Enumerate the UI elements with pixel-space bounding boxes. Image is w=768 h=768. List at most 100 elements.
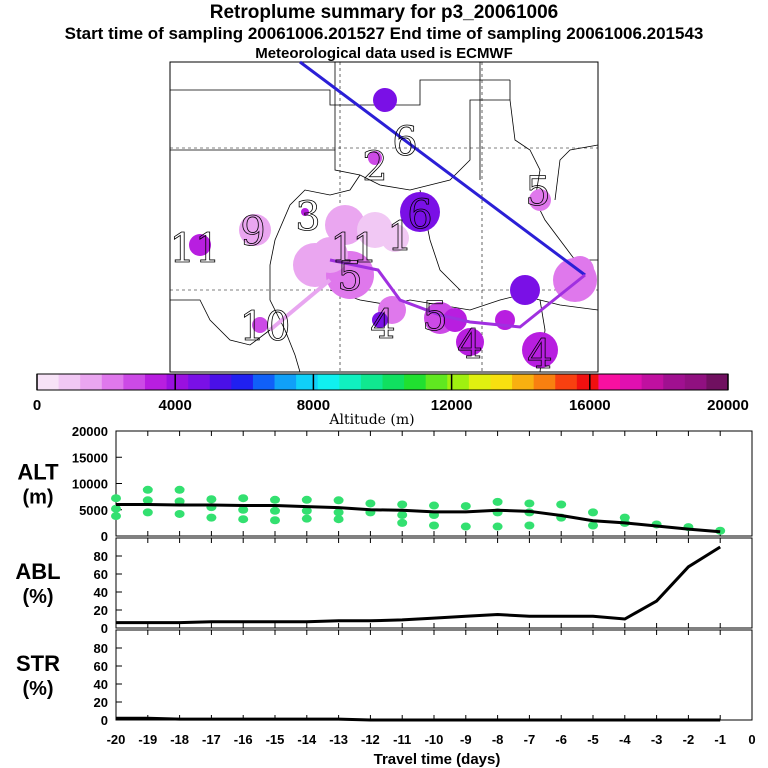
alt-spread-point bbox=[460, 502, 471, 511]
colorbar bbox=[36, 373, 729, 391]
alt-spread-point bbox=[238, 515, 249, 524]
colorbar-tick-label: 4000 bbox=[159, 397, 192, 414]
y-tick-label: 60 bbox=[94, 659, 108, 674]
x-tick-label: -5 bbox=[587, 732, 599, 747]
alt-spread-point bbox=[588, 521, 598, 530]
colorbar-segment bbox=[231, 374, 254, 390]
plume-label: 10 bbox=[240, 304, 291, 350]
y-tick-label: 60 bbox=[94, 567, 108, 582]
plume-label: 1 bbox=[387, 214, 412, 260]
chart-title: Retroplume summary for p3_20061006 bbox=[209, 2, 559, 23]
x-tick-label: -4 bbox=[619, 732, 631, 747]
alt-spread-point bbox=[111, 494, 121, 503]
alt-spread-point bbox=[333, 496, 344, 505]
alt-spread-point bbox=[270, 495, 280, 504]
plume-label: 3 bbox=[295, 194, 320, 240]
met-data-note: Meteorological data used is ECMWF bbox=[255, 45, 513, 62]
plume-circle bbox=[239, 214, 271, 246]
plume-label: 9 bbox=[240, 209, 265, 255]
y-tick-label: 40 bbox=[94, 585, 108, 600]
panel-frame bbox=[115, 537, 753, 629]
colorbar-segment bbox=[576, 374, 599, 390]
x-tick-label: -18 bbox=[170, 732, 189, 747]
colorbar-segment bbox=[339, 374, 362, 390]
colorbar-segment bbox=[123, 374, 146, 390]
plume-label: 11 bbox=[170, 226, 221, 272]
plume-circle bbox=[529, 189, 551, 211]
x-tick-label: -14 bbox=[297, 732, 317, 747]
trajectory-line-purple bbox=[329, 258, 586, 329]
plume-label: 4 bbox=[527, 332, 552, 378]
panel-frame bbox=[115, 629, 753, 721]
x-tick-label: -1 bbox=[714, 732, 726, 747]
x-tick-label: -9 bbox=[460, 732, 472, 747]
plume-circle bbox=[252, 317, 268, 333]
alt-spread-point bbox=[301, 514, 312, 523]
plume-circle bbox=[312, 237, 348, 273]
colorbar-segment bbox=[252, 374, 276, 390]
colorbar-segment bbox=[58, 374, 81, 390]
plume-circle bbox=[189, 234, 211, 256]
plume-label: 5 bbox=[422, 294, 447, 340]
colorbar-tick-label: 0 bbox=[33, 397, 41, 414]
colorbar-segment bbox=[512, 374, 535, 390]
colorbar-ticks: 0 4000 8000 12000 16000 20000 bbox=[33, 374, 749, 414]
panel-ylabel: STR bbox=[16, 651, 60, 676]
colorbar-label: Altitude (m) bbox=[328, 412, 414, 428]
alt-spread-point bbox=[301, 495, 312, 504]
x-tick-label: -11 bbox=[393, 732, 411, 747]
panel-str: 0 20 40 60 80 STR(%) bbox=[16, 629, 753, 728]
alt-spread-point bbox=[397, 518, 408, 527]
plume-label: 5 bbox=[525, 169, 550, 215]
alt-spread-point bbox=[492, 522, 503, 531]
x-tick-label: -13 bbox=[329, 732, 348, 747]
y-tick-label: 10000 bbox=[72, 477, 108, 492]
x-tick-label: -8 bbox=[492, 732, 504, 747]
x-tick-label: -12 bbox=[361, 732, 380, 747]
series-line-alt bbox=[116, 503, 721, 534]
plume-label: 4 bbox=[370, 302, 395, 348]
x-tick-label: 0 bbox=[748, 732, 755, 747]
colorbar-segment bbox=[80, 374, 103, 390]
colorbar-segment bbox=[296, 374, 319, 390]
panel-ylabel: ALT bbox=[17, 460, 59, 485]
sampling-times: Start time of sampling 20061006.201527 E… bbox=[64, 24, 704, 43]
colorbar-tick-label: 8000 bbox=[297, 397, 330, 414]
x-tick-label: -16 bbox=[234, 732, 253, 747]
alt-spread-point bbox=[556, 500, 567, 509]
plume-circle bbox=[372, 312, 388, 328]
x-tick-label: -17 bbox=[202, 732, 221, 747]
y-tick-label: 80 bbox=[94, 641, 108, 656]
alt-spread-point bbox=[397, 511, 408, 519]
y-tick-label: 40 bbox=[94, 677, 108, 692]
alt-spread-point bbox=[174, 485, 185, 494]
colorbar-segment bbox=[274, 374, 297, 390]
alt-spread-point bbox=[111, 512, 121, 521]
colorbar-segment bbox=[533, 374, 556, 390]
y-tick-label: 0 bbox=[101, 713, 108, 728]
alt-spread-point bbox=[524, 521, 535, 530]
plume-circle bbox=[522, 332, 558, 368]
x-axis: -20 -19 -18 -17 -16 -15 -14 -13 -12 -11 -10 -9 -8 -7-… bbox=[107, 732, 756, 747]
colorbar-segment bbox=[447, 374, 470, 390]
colorbar-segment bbox=[620, 374, 643, 390]
colorbar-tick-label: 12000 bbox=[431, 397, 473, 414]
alt-spread-point bbox=[142, 508, 153, 517]
plume-circle bbox=[301, 208, 309, 216]
plume-circle bbox=[325, 205, 365, 245]
alt-spread-point bbox=[429, 501, 439, 510]
plume-circle bbox=[400, 192, 440, 232]
alt-spread-point bbox=[111, 504, 121, 513]
plume-circle bbox=[373, 88, 397, 112]
plume-label: 6 bbox=[407, 192, 432, 238]
series-line-str bbox=[116, 716, 721, 722]
x-tick-label: -7 bbox=[524, 732, 536, 747]
alt-spread-point bbox=[429, 521, 439, 530]
y-tick-label: 0 bbox=[101, 529, 108, 544]
y-tick-label: 5000 bbox=[79, 503, 108, 518]
plume-label: 5 bbox=[337, 254, 362, 300]
colorbar-segment bbox=[144, 374, 168, 390]
plume-circle bbox=[510, 275, 540, 305]
colorbar-segment bbox=[706, 374, 729, 390]
